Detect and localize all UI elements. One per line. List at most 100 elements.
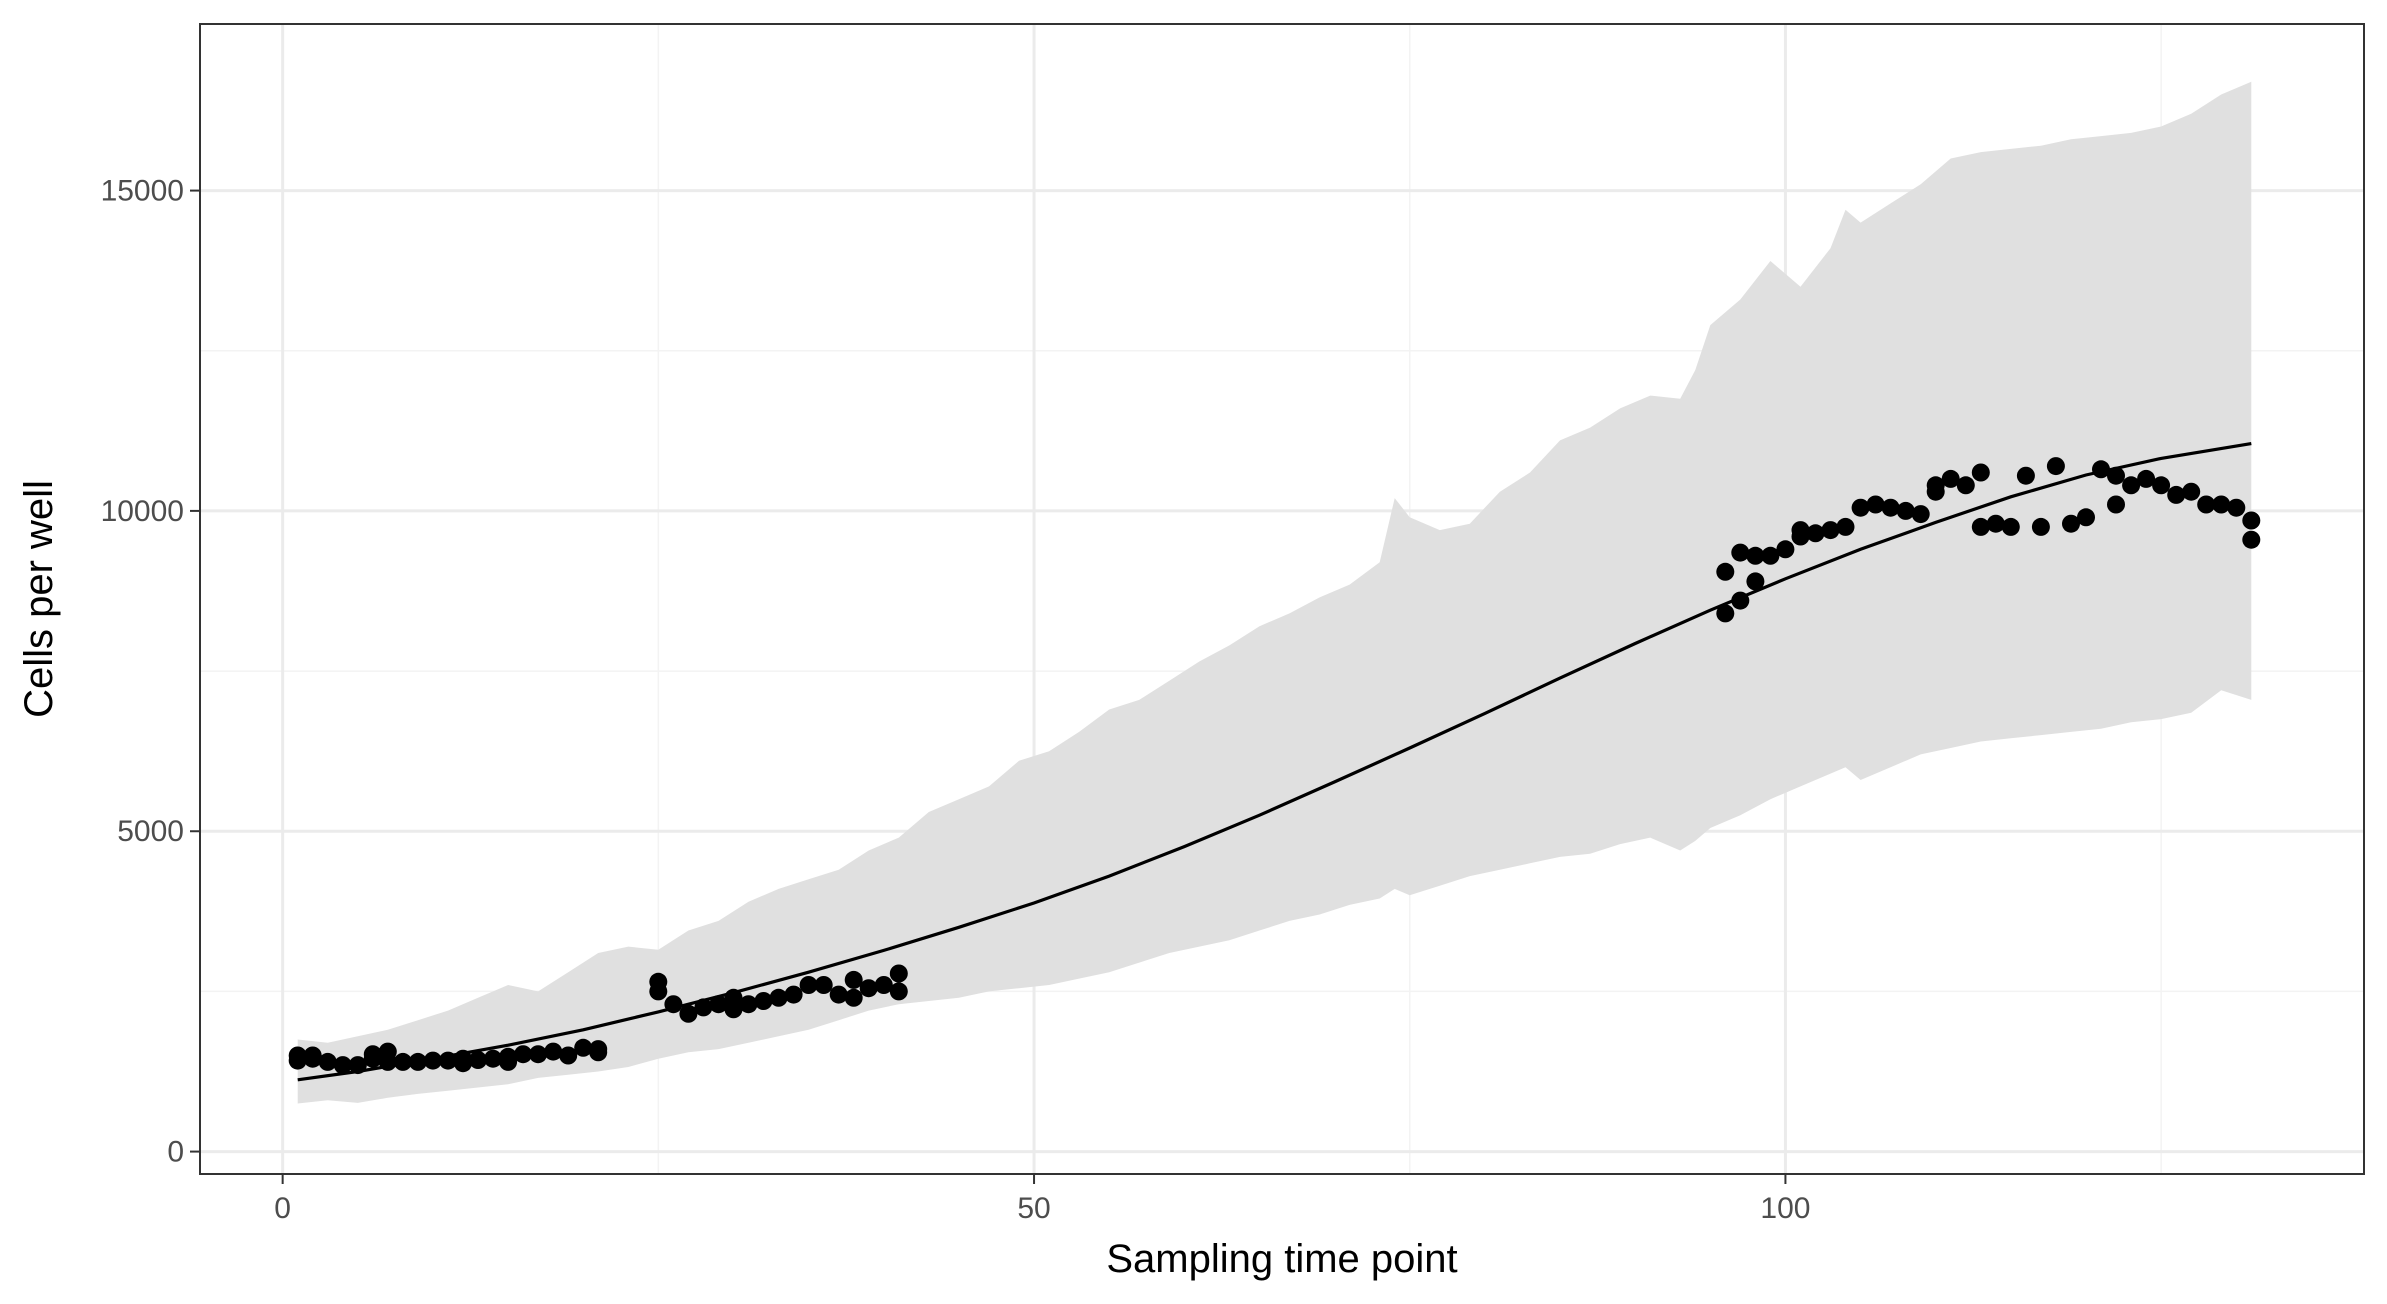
data-point — [2122, 476, 2141, 495]
data-point — [739, 995, 758, 1014]
data-point — [2152, 476, 2171, 495]
data-point — [874, 976, 893, 994]
data-point — [559, 1046, 578, 1065]
data-point — [2046, 457, 2065, 476]
ribbon-band — [297, 81, 2252, 1104]
y-axis-title: Cells per well — [17, 480, 61, 718]
data-point — [484, 1049, 502, 1068]
y-tick-label: 5000 — [117, 815, 184, 848]
data-point — [784, 985, 803, 1004]
data-point — [1836, 517, 1855, 536]
data-point — [288, 1046, 307, 1065]
data-point — [844, 970, 863, 989]
data-point — [799, 976, 818, 994]
data-point — [1971, 463, 1990, 482]
data-point — [2107, 495, 2125, 514]
data-point — [1716, 562, 1735, 581]
data-point — [889, 982, 908, 1001]
data-point — [378, 1042, 397, 1061]
y-tick-label: 0 — [167, 1136, 184, 1169]
data-point — [1791, 521, 1810, 540]
data-point — [2137, 469, 2156, 488]
data-point — [1971, 517, 1990, 536]
data-point — [1731, 543, 1750, 562]
data-point — [1731, 591, 1750, 610]
data-point — [664, 995, 683, 1014]
data-point — [2227, 498, 2246, 517]
fit-line-path — [297, 442, 2252, 1082]
data-point — [2212, 495, 2231, 514]
data-point — [408, 1052, 427, 1071]
data-point — [1761, 546, 1780, 565]
data-point — [1746, 546, 1765, 565]
data-point — [454, 1049, 472, 1068]
data-points — [288, 457, 2261, 1075]
data-point — [679, 1004, 698, 1023]
data-point — [393, 1052, 412, 1071]
data-point — [2242, 511, 2261, 530]
data-point — [2107, 466, 2125, 485]
data-point — [363, 1045, 382, 1064]
data-point — [1776, 540, 1795, 559]
data-point — [469, 1051, 487, 1069]
data-point — [1746, 572, 1765, 591]
data-point — [589, 1040, 608, 1059]
data-point — [2001, 517, 2020, 536]
fit-line — [297, 442, 2252, 1082]
data-point — [1881, 498, 1900, 517]
data-point — [844, 988, 863, 1007]
data-point — [2092, 460, 2110, 479]
data-point — [1986, 514, 2005, 533]
data-point — [499, 1047, 518, 1066]
data-point — [2062, 514, 2080, 533]
panel-border — [199, 23, 2365, 1175]
y-axis-ticks: 0 5000 10000 15000 — [101, 175, 200, 1169]
data-point — [1911, 505, 1930, 524]
data-point — [1866, 495, 1885, 514]
data-point — [754, 992, 773, 1010]
data-point — [649, 972, 668, 991]
confidence-band — [297, 81, 2252, 1104]
x-tick-label: 0 — [274, 1192, 291, 1225]
data-point — [694, 998, 713, 1017]
data-point — [889, 964, 908, 983]
data-point — [2182, 482, 2201, 501]
data-point — [303, 1046, 322, 1065]
x-tick-label: 100 — [1760, 1192, 1810, 1225]
data-point — [529, 1045, 548, 1064]
data-point — [1956, 476, 1975, 495]
x-axis-title: Sampling time point — [1106, 1237, 1457, 1281]
data-point — [2197, 495, 2216, 514]
data-point — [1851, 498, 1870, 517]
data-point — [439, 1051, 457, 1070]
data-point — [2167, 485, 2186, 504]
data-point — [829, 985, 848, 1004]
data-point — [423, 1051, 442, 1070]
data-point — [2077, 508, 2095, 527]
data-point — [574, 1038, 593, 1057]
data-point — [544, 1042, 563, 1061]
data-point — [2031, 517, 2050, 536]
data-point — [709, 995, 728, 1014]
data-point — [1896, 501, 1915, 520]
data-point — [1806, 524, 1825, 543]
data-point — [859, 979, 878, 998]
data-point — [2242, 530, 2261, 549]
y-tick-label: 10000 — [101, 495, 184, 528]
data-point — [348, 1056, 367, 1075]
data-point — [1716, 604, 1735, 623]
data-point — [1941, 469, 1960, 488]
x-axis-ticks: 0 50 100 — [274, 1174, 1810, 1225]
data-point — [1821, 521, 1840, 540]
data-point — [514, 1045, 533, 1064]
data-point — [724, 988, 743, 1007]
y-tick-label: 15000 — [101, 175, 184, 208]
data-point — [2016, 466, 2035, 485]
data-point — [333, 1056, 352, 1075]
data-point — [769, 988, 788, 1007]
data-point — [318, 1052, 337, 1071]
x-tick-label: 50 — [1017, 1192, 1050, 1225]
data-point — [814, 976, 833, 994]
data-point — [1926, 476, 1945, 495]
